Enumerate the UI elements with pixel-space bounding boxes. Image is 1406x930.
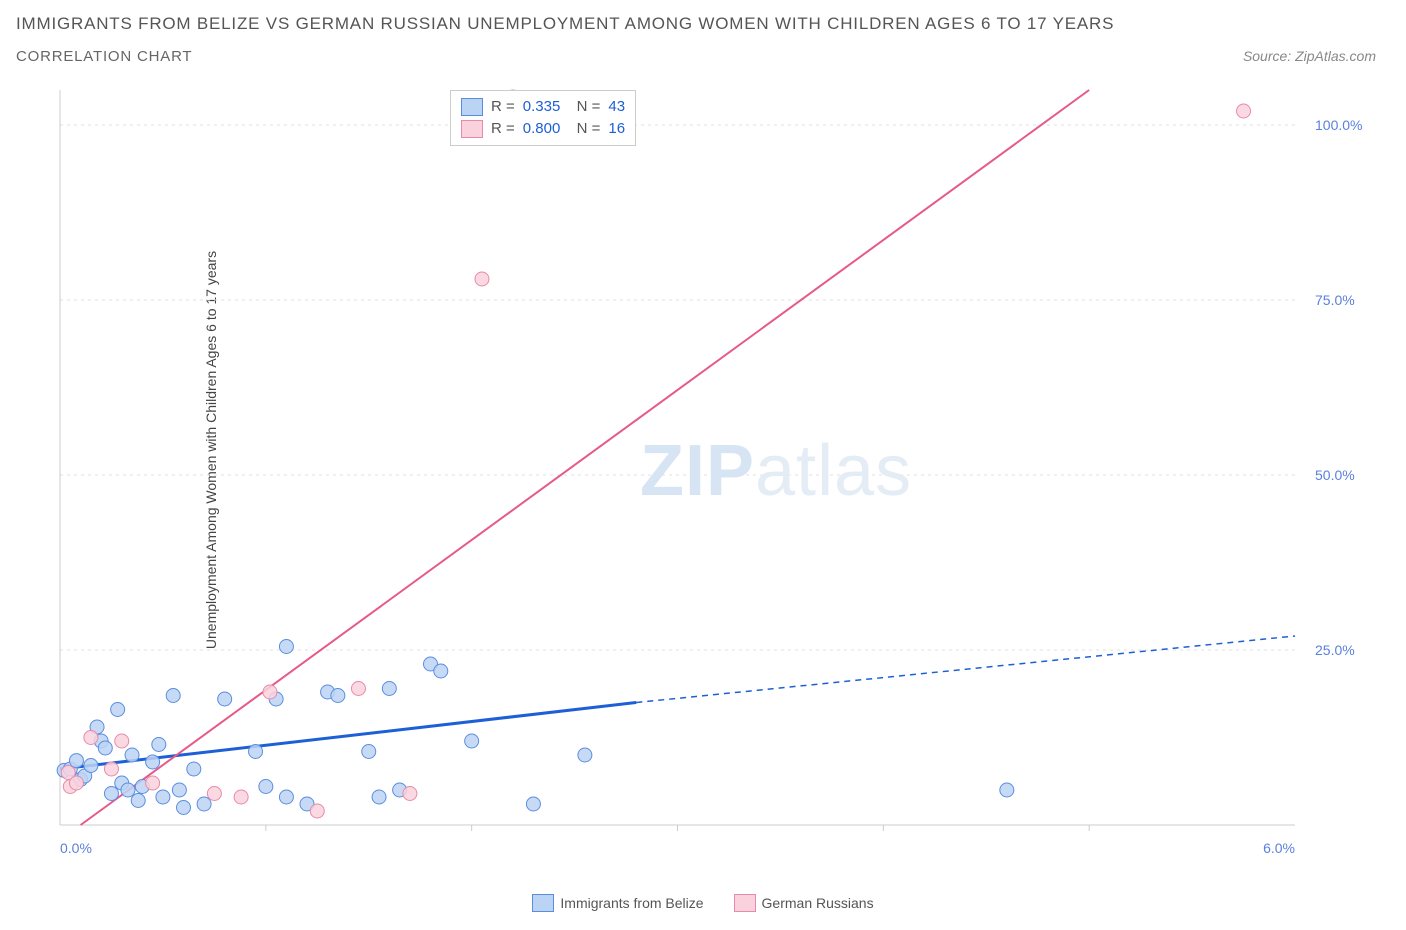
page-subtitle: CORRELATION CHART <box>16 48 192 65</box>
legend-item-0: Immigrants from Belize <box>532 894 703 912</box>
svg-text:100.0%: 100.0% <box>1315 117 1362 133</box>
legend-item-1: German Russians <box>734 894 874 912</box>
legend-swatch-0 <box>532 894 554 912</box>
bottom-legend: Immigrants from Belize German Russians <box>0 894 1406 912</box>
svg-text:25.0%: 25.0% <box>1315 642 1355 658</box>
stats-n-value-0: 43 <box>608 96 625 118</box>
legend-swatch-1 <box>734 894 756 912</box>
stats-r-value-0: 0.335 <box>523 96 561 118</box>
swatch-series-0 <box>461 98 483 116</box>
stats-n-value-1: 16 <box>608 118 625 140</box>
stats-n-label: N = <box>568 118 600 140</box>
legend-label-1: German Russians <box>762 895 874 911</box>
correlation-stats-box: R = 0.335 N = 43 R = 0.800 N = 16 <box>450 90 636 146</box>
svg-text:50.0%: 50.0% <box>1315 467 1355 483</box>
stats-r-label: R = <box>491 118 515 140</box>
stats-row-series-1: R = 0.800 N = 16 <box>461 118 625 140</box>
stats-row-series-0: R = 0.335 N = 43 <box>461 96 625 118</box>
watermark-right: atlas <box>755 431 912 511</box>
svg-text:0.0%: 0.0% <box>60 840 92 856</box>
page-title: IMMIGRANTS FROM BELIZE VS GERMAN RUSSIAN… <box>16 14 1114 34</box>
svg-text:75.0%: 75.0% <box>1315 292 1355 308</box>
legend-label-0: Immigrants from Belize <box>560 895 703 911</box>
swatch-series-1 <box>461 120 483 138</box>
watermark-left: ZIP <box>640 431 755 511</box>
svg-text:6.0%: 6.0% <box>1263 840 1295 856</box>
stats-r-label: R = <box>491 96 515 118</box>
stats-n-label: N = <box>568 96 600 118</box>
stats-r-value-1: 0.800 <box>523 118 561 140</box>
watermark: ZIPatlas <box>640 430 912 512</box>
source-attribution: Source: ZipAtlas.com <box>1243 48 1376 64</box>
